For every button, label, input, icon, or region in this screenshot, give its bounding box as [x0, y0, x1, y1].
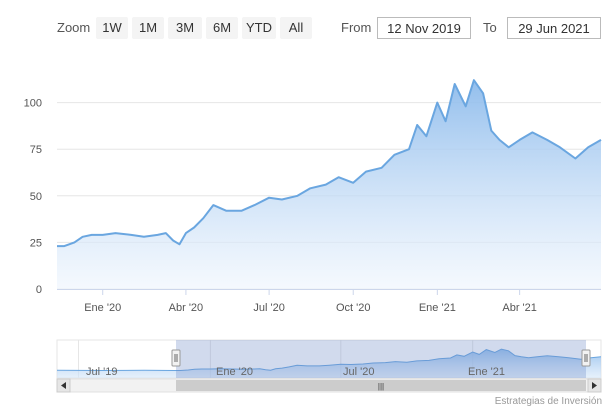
y-axis: 0 25 50 75 100 [24, 98, 42, 296]
credits: Estrategias de Inversión [494, 396, 602, 407]
navigator-left-handle[interactable] [171, 349, 181, 367]
x-tick-label: Ene '21 [419, 302, 456, 314]
arrow-left-icon [61, 382, 66, 389]
to-label: To [483, 20, 497, 35]
x-tick-label: Ene '20 [84, 302, 121, 314]
navigator-label: Jul '19 [86, 366, 117, 378]
y-tick-label: 0 [36, 284, 42, 296]
series-layer [57, 79, 602, 289]
x-axis: Ene '20 Abr '20 Jul '20 Oct '20 Ene '21 Abr '… [57, 289, 601, 314]
zoom-label: Zoom [57, 20, 91, 35]
y-tick-label: 100 [24, 98, 42, 110]
navigator-label: Ene '21 [468, 366, 505, 378]
navigator-label: Ene '20 [216, 366, 253, 378]
series-area [57, 80, 601, 289]
navigator[interactable]: Jul '19 Ene '20 Jul '20 Ene '21 [56, 339, 602, 379]
x-tick-label: Jul '20 [253, 302, 284, 314]
x-tick-label: Abr '20 [169, 302, 204, 314]
navigator-series [56, 348, 602, 378]
from-date-input[interactable]: 12 Nov 2019 [377, 17, 471, 39]
arrow-right-icon [592, 382, 597, 389]
range-selector: Zoom 1W 1M 3M 6M YTD All From 12 Nov 201… [0, 0, 616, 56]
range-button-6m[interactable]: 6M [206, 17, 238, 39]
navigator-line [56, 348, 602, 372]
navigator-labels: Jul '19 Ene '20 Jul '20 Ene '21 [86, 366, 505, 378]
scrollbar[interactable]: ||| [56, 378, 602, 393]
range-button-all[interactable]: All [280, 17, 312, 39]
scrollbar-grip: ||| [378, 382, 384, 391]
navigator-right-handle[interactable] [581, 349, 591, 367]
from-label: From [341, 20, 372, 35]
range-button-1m[interactable]: 1M [132, 17, 164, 39]
navigator-label: Jul '20 [343, 366, 374, 378]
y-tick-label: 75 [30, 144, 42, 156]
to-date-input[interactable]: 29 Jun 2021 [507, 17, 601, 39]
series-line [57, 79, 602, 248]
y-tick-label: 50 [30, 191, 42, 203]
range-button-ytd[interactable]: YTD [242, 17, 276, 39]
y-tick-label: 25 [30, 237, 42, 249]
x-tick-label: Oct '20 [336, 302, 371, 314]
range-button-1w[interactable]: 1W [96, 17, 128, 39]
navigator-selection[interactable] [176, 340, 586, 378]
range-button-3m[interactable]: 3M [168, 17, 202, 39]
x-tick-label: Abr '21 [502, 302, 537, 314]
scrollbar-thumb[interactable] [176, 380, 586, 391]
